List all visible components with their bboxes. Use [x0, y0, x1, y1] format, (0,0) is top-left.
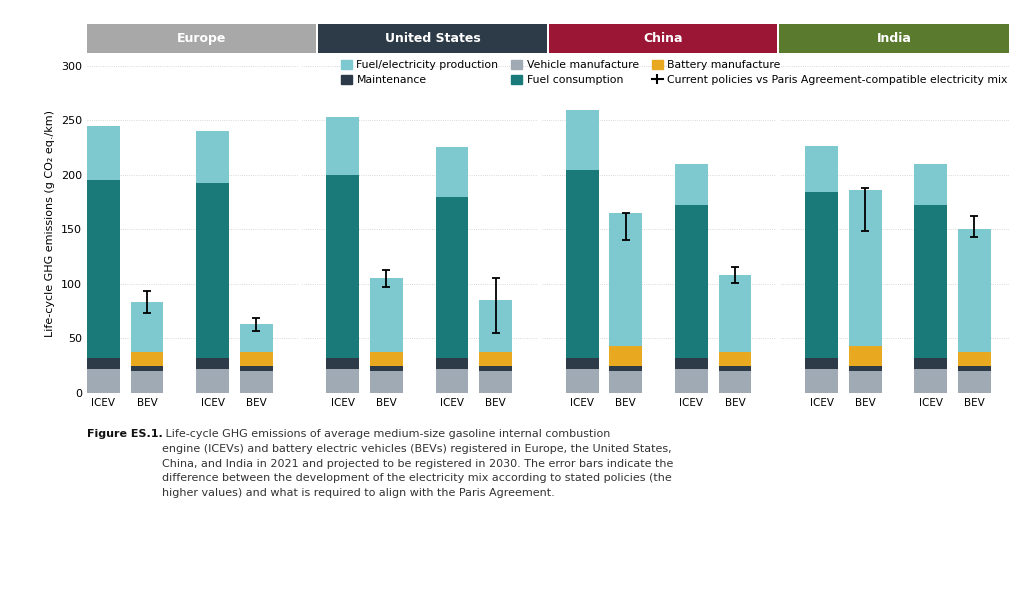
Bar [131, 352, 164, 366]
Bar [318, 24, 547, 53]
Bar [914, 358, 947, 369]
Bar [131, 366, 164, 371]
Bar [197, 184, 229, 358]
Bar [957, 352, 991, 366]
Bar [609, 366, 642, 371]
Bar [849, 371, 882, 393]
Bar [131, 302, 164, 352]
Bar [197, 369, 229, 393]
Bar [479, 300, 512, 352]
Bar [87, 369, 120, 393]
Bar [719, 366, 752, 371]
Bar [565, 358, 599, 369]
Bar [370, 366, 402, 371]
Bar [370, 371, 402, 393]
Bar [479, 352, 512, 366]
Bar [957, 229, 991, 352]
Bar [609, 371, 642, 393]
Bar [87, 24, 315, 53]
Bar [675, 205, 708, 358]
Bar [197, 358, 229, 369]
Bar [565, 110, 599, 170]
Bar [957, 366, 991, 371]
Bar [675, 369, 708, 393]
Bar [957, 371, 991, 393]
Text: Figure ES.1.: Figure ES.1. [87, 429, 163, 439]
Bar [240, 371, 272, 393]
Bar [719, 275, 752, 352]
Text: India: India [877, 32, 911, 45]
Bar [327, 358, 359, 369]
Bar [849, 346, 882, 366]
Bar [327, 369, 359, 393]
Bar [240, 324, 272, 352]
Text: United States: United States [385, 32, 480, 45]
Bar [719, 371, 752, 393]
Bar [609, 346, 642, 366]
Bar [914, 205, 947, 358]
Bar [609, 213, 642, 346]
Bar [805, 146, 838, 192]
Bar [87, 125, 120, 180]
Legend: Fuel/electricity production, Maintenance, Vehicle manufacture, Fuel consumption,: Fuel/electricity production, Maintenance… [341, 60, 1008, 85]
Bar [370, 352, 402, 366]
Bar [805, 192, 838, 358]
Bar [849, 366, 882, 371]
Bar [435, 197, 468, 358]
Bar [805, 358, 838, 369]
Bar [779, 24, 1009, 53]
Bar [435, 369, 468, 393]
Bar [719, 352, 752, 366]
Bar [240, 366, 272, 371]
Bar [805, 369, 838, 393]
Text: Europe: Europe [176, 32, 226, 45]
Bar [327, 117, 359, 175]
Bar [675, 164, 708, 205]
Text: China: China [643, 32, 683, 45]
Bar [565, 369, 599, 393]
Text: Life-cycle GHG emissions of average medium-size gasoline internal combustion
eng: Life-cycle GHG emissions of average medi… [162, 429, 673, 498]
Bar [240, 352, 272, 366]
Y-axis label: Life-cycle GHG emissions (g CO₂ eq./km): Life-cycle GHG emissions (g CO₂ eq./km) [45, 110, 55, 337]
Bar [849, 190, 882, 346]
Bar [131, 371, 164, 393]
Bar [435, 148, 468, 197]
Bar [565, 170, 599, 358]
Bar [327, 175, 359, 358]
Bar [87, 180, 120, 358]
Bar [675, 358, 708, 369]
Bar [87, 358, 120, 369]
Bar [479, 366, 512, 371]
Bar [549, 24, 777, 53]
Bar [435, 358, 468, 369]
Bar [914, 164, 947, 205]
Bar [914, 369, 947, 393]
Bar [479, 371, 512, 393]
Bar [370, 278, 402, 352]
Bar [197, 131, 229, 184]
